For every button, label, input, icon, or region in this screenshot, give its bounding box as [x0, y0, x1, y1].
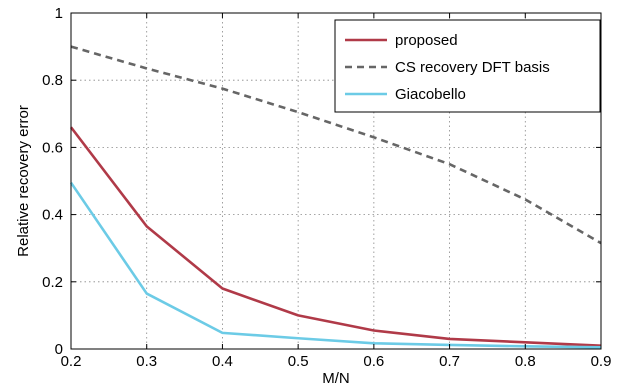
x-tick-label: 0.8: [515, 353, 536, 370]
y-tick-label: 0.6: [42, 139, 63, 156]
series-line-cs-recovery-dft-basis: [70, 45, 602, 245]
legend-label: proposed: [395, 32, 458, 49]
legend: proposed CS recovery DFT basis Giacobello: [334, 19, 601, 113]
legend-label: CS recovery DFT basis: [395, 59, 550, 76]
y-tick-label: 0.2: [42, 274, 63, 291]
x-tick-label: 0.5: [288, 353, 309, 370]
series-line-proposed: [69, 126, 602, 347]
x-tick-label: 0.9: [591, 353, 612, 370]
legend-label: Giacobello: [395, 86, 466, 103]
x-axis-label: M/N: [322, 370, 350, 387]
plot-area-frame: [70, 12, 602, 350]
series-lines: [69, 45, 602, 349]
legend-box: [334, 19, 601, 113]
x-tick-label: 0.6: [363, 353, 384, 370]
y-tick-label: 1: [55, 5, 63, 22]
axis-ticks: 0.2 0.3 0.4 0.5 0.6 0.7 0.8 0.900.20.40.60.81: [42, 5, 611, 370]
x-tick-label: 0.7: [439, 353, 460, 370]
y-axis-label: Relative recovery error: [15, 105, 32, 257]
x-tick-label: 0.4: [212, 353, 233, 370]
y-tick-label: 0.8: [42, 72, 63, 89]
x-tick-label: 0.3: [136, 353, 157, 370]
series-line-giacobello: [69, 181, 602, 349]
y-tick-label: 0.4: [42, 207, 63, 224]
y-tick-label: 0: [55, 341, 63, 358]
x-tick-label: 0.2: [61, 353, 82, 370]
